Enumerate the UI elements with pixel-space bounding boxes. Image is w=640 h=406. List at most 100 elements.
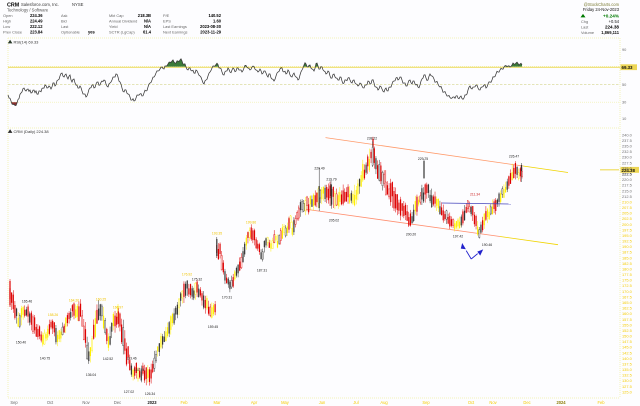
svg-text:Last Earnings: Last Earnings — [163, 24, 187, 29]
svg-text:Jul: Jul — [353, 400, 358, 405]
svg-text:High: High — [3, 18, 11, 23]
svg-text:160.0: 160.0 — [622, 311, 633, 316]
svg-text:175.32: 175.32 — [192, 278, 202, 282]
svg-text:Yield: Yield — [109, 24, 118, 29]
svg-text:150.40: 150.40 — [16, 341, 26, 345]
svg-text:202.5: 202.5 — [622, 216, 632, 221]
svg-text:Apr: Apr — [251, 400, 258, 405]
svg-text:Technology / Software: Technology / Software — [7, 8, 49, 13]
svg-text:137.55: 137.55 — [134, 368, 144, 372]
svg-text:CRM: CRM — [7, 2, 20, 8]
svg-text:Volume: Volume — [581, 30, 594, 35]
svg-text:Oct: Oct — [47, 400, 54, 405]
svg-text:147.5: 147.5 — [622, 339, 632, 344]
svg-text:211.34: 211.34 — [470, 193, 480, 197]
svg-text:225.0: 225.0 — [622, 166, 633, 171]
svg-text:61.4: 61.4 — [143, 29, 152, 34]
svg-text:160.97: 160.97 — [113, 306, 123, 310]
svg-text:185.0: 185.0 — [622, 255, 633, 260]
svg-text:@StockCharts.com: @StockCharts.com — [584, 2, 620, 7]
svg-text:200.20: 200.20 — [406, 233, 416, 237]
svg-text:229.75: 229.75 — [418, 157, 428, 161]
svg-text:230.0: 230.0 — [622, 155, 633, 160]
svg-text:127.02: 127.02 — [124, 390, 134, 394]
svg-text:135.0: 135.0 — [622, 367, 633, 372]
svg-text:Prev Close: Prev Close — [3, 29, 22, 34]
svg-text:192.5: 192.5 — [622, 239, 632, 244]
svg-text:2023: 2023 — [147, 400, 157, 405]
svg-text:165.0: 165.0 — [622, 300, 633, 305]
svg-text:190.0: 190.0 — [622, 244, 633, 249]
svg-text:Salesforce.com, Inc.: Salesforce.com, Inc. — [21, 2, 59, 7]
svg-text:200.0: 200.0 — [622, 222, 633, 227]
svg-text:226.47: 226.47 — [509, 155, 519, 159]
svg-text:125.0: 125.0 — [622, 389, 633, 394]
svg-text:EPS: EPS — [163, 18, 171, 23]
svg-text:136.04: 136.04 — [86, 373, 96, 377]
svg-text:238.22: 238.22 — [367, 137, 377, 141]
svg-text:69.33: 69.33 — [622, 65, 634, 70]
svg-text:yes: yes — [88, 29, 96, 34]
svg-text:Next Earnings: Next Earnings — [163, 29, 187, 34]
svg-text:150.0: 150.0 — [622, 334, 633, 339]
svg-text:10: 10 — [622, 116, 627, 121]
svg-text:224.38: 224.38 — [605, 25, 619, 30]
svg-text:165.46: 165.46 — [22, 300, 32, 304]
svg-text:P/E: P/E — [163, 13, 170, 18]
svg-text:235.0: 235.0 — [622, 144, 633, 149]
svg-text:218.3B: 218.3B — [138, 13, 151, 18]
svg-text:220.49: 220.49 — [314, 167, 324, 171]
svg-text:237.5: 237.5 — [622, 138, 632, 143]
svg-text:170.31: 170.31 — [222, 296, 232, 300]
svg-text:167.5: 167.5 — [622, 294, 632, 299]
svg-text:N/A: N/A — [144, 18, 151, 23]
svg-text:224.36: 224.36 — [30, 13, 43, 18]
svg-text:205.0: 205.0 — [622, 211, 633, 216]
svg-text:219.79: 219.79 — [326, 178, 336, 182]
svg-text:May: May — [281, 400, 290, 405]
svg-text:1.60: 1.60 — [213, 18, 222, 23]
svg-text:180.0: 180.0 — [622, 266, 633, 271]
svg-text:Dec: Dec — [114, 400, 121, 405]
svg-text:232.5: 232.5 — [622, 149, 632, 154]
svg-text:Nov: Nov — [82, 400, 90, 405]
svg-text:127.5: 127.5 — [622, 384, 632, 389]
svg-text:Friday 24-Nov-2023: Friday 24-Nov-2023 — [583, 7, 620, 12]
svg-text:Bid: Bid — [61, 18, 67, 23]
svg-text:NYSE: NYSE — [72, 2, 84, 7]
svg-text:227.5: 227.5 — [622, 160, 632, 165]
svg-text:187.5: 187.5 — [622, 250, 632, 255]
svg-text:142.5: 142.5 — [622, 350, 632, 355]
svg-text:Jun: Jun — [319, 400, 326, 405]
svg-text:145.0: 145.0 — [622, 345, 633, 350]
svg-text:193.35: 193.35 — [212, 232, 222, 236]
svg-text:212.5: 212.5 — [622, 194, 632, 199]
svg-text:132.5: 132.5 — [622, 373, 632, 378]
svg-text:223.84: 223.84 — [30, 29, 43, 34]
svg-text:1,869,111: 1,869,111 — [601, 30, 619, 35]
svg-text:197.42: 197.42 — [453, 235, 463, 239]
svg-text:217.5: 217.5 — [622, 183, 632, 188]
svg-text:30: 30 — [622, 100, 627, 105]
svg-text:197.5: 197.5 — [622, 227, 632, 232]
svg-text:CRM (Daily) 224.38: CRM (Daily) 224.38 — [14, 129, 50, 134]
svg-text:195.0: 195.0 — [622, 233, 633, 238]
svg-text:130.0: 130.0 — [622, 378, 633, 383]
svg-text:Mar: Mar — [213, 400, 221, 405]
svg-text:133.46: 133.46 — [126, 357, 136, 361]
svg-text:Nov: Nov — [489, 400, 497, 405]
svg-text:190.46: 190.46 — [482, 243, 492, 247]
svg-text:Sep: Sep — [10, 400, 18, 405]
svg-text:2023-08-30: 2023-08-30 — [200, 24, 222, 29]
svg-text:90: 90 — [622, 47, 627, 52]
svg-text:Aug: Aug — [380, 400, 388, 405]
svg-text:240.0: 240.0 — [622, 132, 633, 137]
svg-text:210.0: 210.0 — [622, 199, 633, 204]
svg-text:Sep: Sep — [422, 400, 430, 405]
svg-text:164.20: 164.20 — [69, 299, 79, 303]
svg-text:2023-11-29: 2023-11-29 — [200, 29, 221, 34]
svg-text:140.52: 140.52 — [208, 13, 221, 18]
svg-text:Low: Low — [3, 24, 10, 29]
svg-text:160.25: 160.25 — [96, 298, 106, 302]
svg-text:Optionable: Optionable — [61, 29, 80, 34]
